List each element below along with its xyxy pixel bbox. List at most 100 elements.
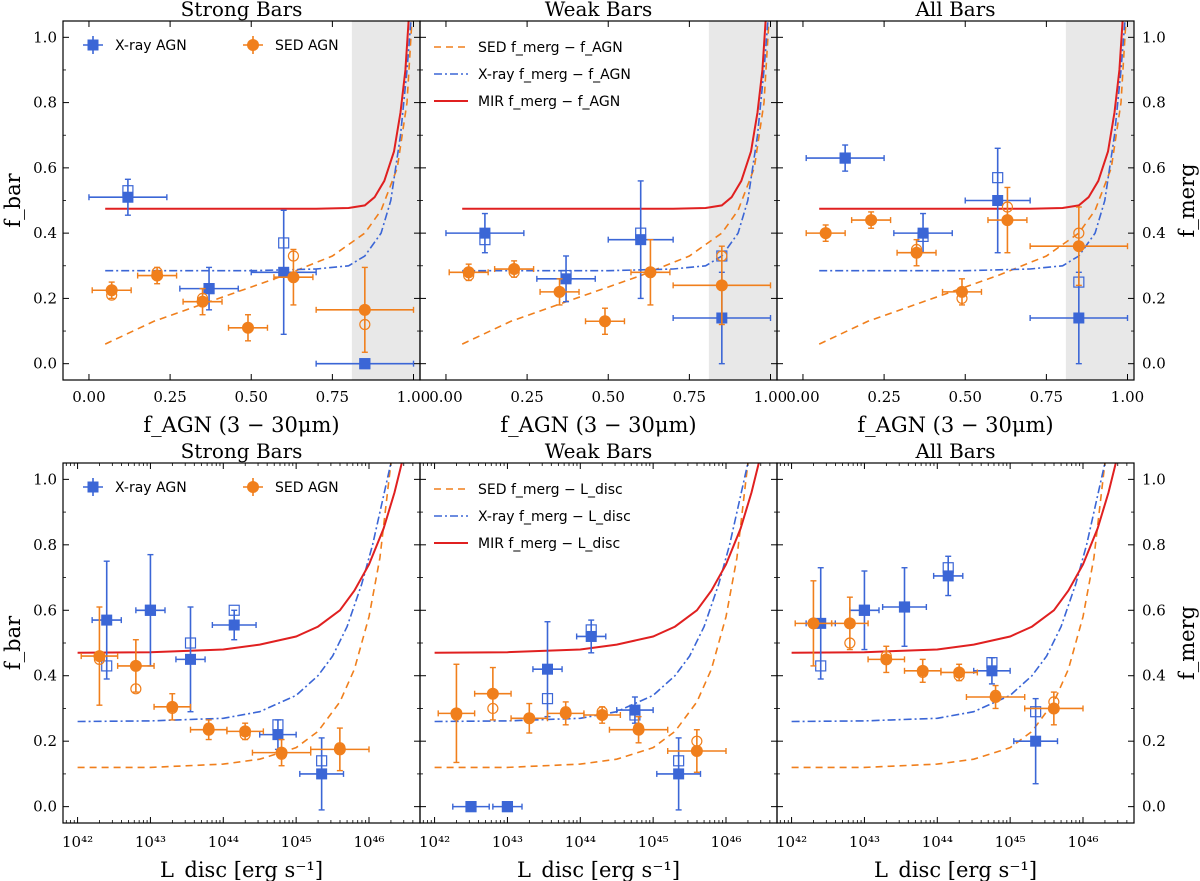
sed-marker (989, 691, 1002, 703)
sed-curve (77, 463, 392, 769)
x-axis-label: f_AGN (3 − 30μm) (500, 413, 696, 437)
legend-xray-label: X-ray AGN (115, 480, 187, 496)
ytick-label: 0.4 (1142, 224, 1166, 242)
xtick-label: 1.00 (754, 388, 787, 406)
xray-open-marker (184, 637, 197, 649)
ytick-label: 0.4 (33, 667, 57, 685)
data-points (80, 553, 370, 811)
ytick-label: 0.4 (1142, 667, 1166, 685)
ytick-label: 0.4 (33, 224, 57, 242)
sed-curve (818, 21, 1127, 345)
ytick-label: 0.2 (1142, 732, 1166, 750)
sed-curve (434, 463, 749, 769)
ytick-label: 1.0 (1142, 28, 1166, 46)
ytick-label: 1.0 (33, 28, 57, 46)
xtick-label: 0.75 (673, 388, 706, 406)
legend-sed-label: SED f_merg − f_AGN (478, 40, 623, 56)
y-axis-label-left: f_bar (1, 172, 25, 227)
mir-curve (462, 21, 767, 210)
legend-relations: SED f_merg − L_disc X-ray f_merg − L_disc… (434, 482, 631, 552)
mir-curve (819, 21, 1124, 210)
legend-xray-label: X-ray f_merg − f_AGN (478, 67, 631, 83)
sed-marker (644, 266, 657, 279)
sed-marker (151, 269, 164, 282)
ytick-label: 0.0 (33, 798, 57, 816)
curves (77, 463, 403, 769)
ytick-label: 0.8 (1142, 536, 1166, 554)
xray-marker (986, 665, 998, 677)
xray-marker (585, 630, 597, 642)
sed-marker (129, 659, 142, 672)
ytick-label: 0.2 (33, 289, 57, 307)
xray-marker (992, 195, 1004, 206)
sed-open-marker (716, 250, 728, 262)
sed-marker (523, 712, 536, 725)
shaded-region (708, 21, 777, 380)
sed-marker (462, 266, 475, 279)
xray-open-marker (541, 693, 554, 705)
sed-marker (715, 279, 728, 292)
y-axis-label-left: f_bar (1, 615, 25, 670)
x-axis-label: L_disc [erg s⁻¹] (517, 858, 680, 881)
curves (818, 21, 1127, 345)
ytick-label: 0.6 (1142, 159, 1166, 177)
ytick-label: 0.6 (33, 159, 57, 177)
sed-marker (843, 617, 856, 630)
xray-marker (560, 273, 572, 285)
sed-marker (953, 666, 966, 679)
xtick-label: 0.50 (949, 388, 982, 406)
sed-marker (553, 285, 566, 298)
xtick-label: 0.00 (786, 388, 819, 406)
xray-marker (203, 283, 215, 295)
xtick-label: 10⁴⁴ (565, 833, 596, 851)
legend-sed-label: SED AGN (275, 480, 339, 496)
sed-marker (1072, 240, 1085, 253)
xray-open-marker (992, 172, 1004, 184)
sed-marker (559, 707, 572, 720)
xtick-label: 10⁴⁶ (353, 833, 384, 851)
xray-curve (77, 463, 392, 723)
mir-curve (77, 463, 403, 654)
xray-open-marker (228, 604, 240, 616)
xray-curve (434, 463, 749, 723)
xray-marker (144, 604, 156, 616)
xray-marker (272, 729, 284, 741)
xray-marker (942, 570, 954, 582)
sed-marker (632, 723, 645, 736)
xray-marker (185, 653, 196, 665)
sed-marker (955, 285, 968, 298)
legend-sed-label: SED f_merg − L_disc (478, 482, 623, 498)
sed-marker (880, 653, 893, 666)
y-axis-label-right: f_merg (1175, 163, 1199, 237)
curves (791, 463, 1117, 769)
legend-sed-marker (247, 39, 259, 51)
shaded-region (351, 21, 420, 380)
ytick-label: 0.0 (33, 355, 57, 373)
xtick-label: 0.00 (429, 388, 462, 406)
xray-marker (542, 663, 553, 675)
sed-marker (486, 687, 499, 700)
panel-title: Strong Bars (181, 439, 303, 463)
xtick-label: 0.75 (316, 388, 349, 406)
xtick-label: 10⁴⁵ (995, 833, 1026, 851)
sed-marker (275, 746, 288, 759)
ytick-label: 0.8 (33, 536, 57, 554)
xray-marker (635, 234, 647, 246)
sed-marker (450, 707, 463, 720)
data-points (445, 180, 772, 365)
ytick-label: 0.8 (33, 94, 57, 112)
data-points (794, 555, 1084, 785)
xray-marker (629, 704, 641, 716)
sed-open-marker (844, 637, 856, 649)
legend-agn: X-ray AGN SED AGN (83, 36, 339, 54)
ytick-label: 0.2 (1142, 289, 1166, 307)
mir-curve (791, 463, 1117, 654)
xray-marker (479, 227, 491, 239)
xray-open-marker (101, 660, 113, 672)
xray-curve (791, 463, 1106, 723)
xray-marker (101, 614, 113, 626)
xtick-label: 10⁴⁶ (710, 833, 741, 851)
xray-marker (501, 801, 513, 813)
xtick-label: 1.00 (1111, 388, 1144, 406)
